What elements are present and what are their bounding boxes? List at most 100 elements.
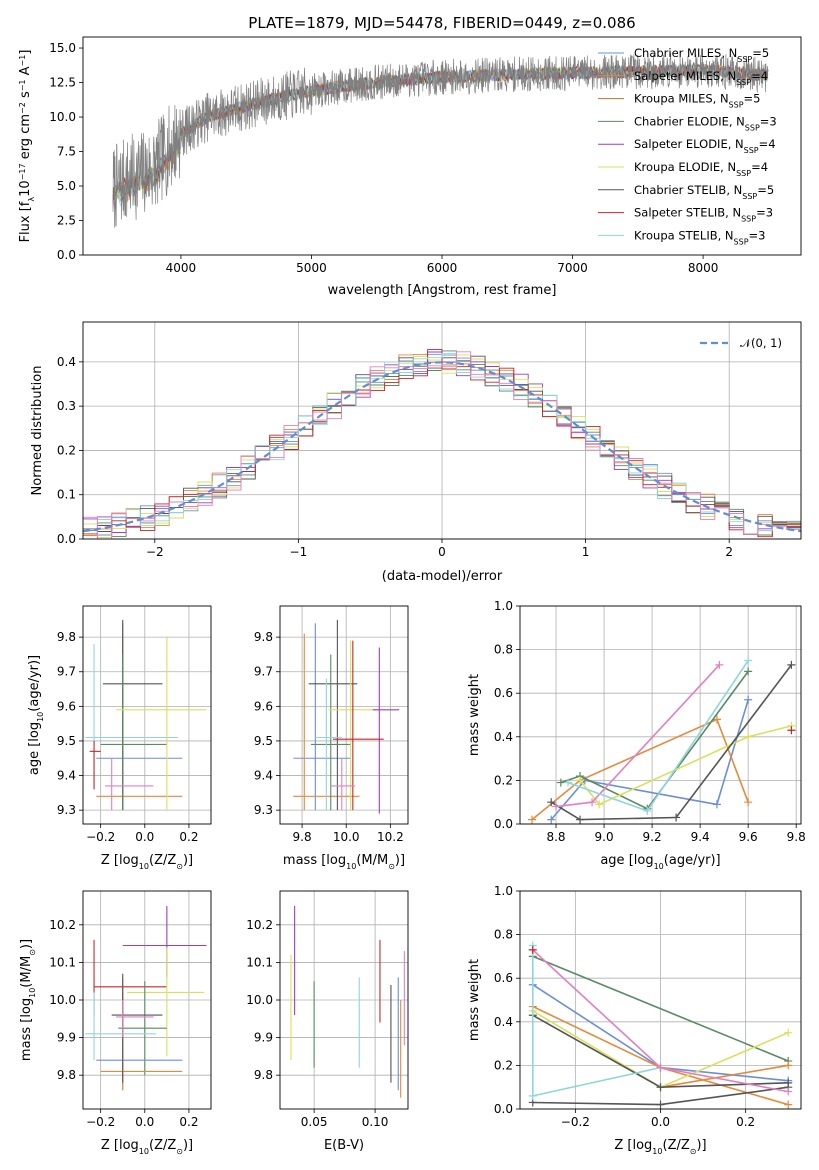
y-tick-label: 0.0 xyxy=(494,1102,513,1116)
y-tick-label: 9.9 xyxy=(57,1031,76,1045)
y-axis-label: age [log10(age/yr)] xyxy=(27,655,45,775)
point-marker xyxy=(556,778,565,787)
data-point xyxy=(118,981,167,1076)
weight-lines xyxy=(528,941,793,1109)
series xyxy=(528,945,537,954)
x-tick-label: 0.2 xyxy=(179,830,198,844)
series xyxy=(564,656,753,815)
y-tick-label: 0.4 xyxy=(494,1015,513,1029)
point-marker xyxy=(787,726,796,735)
point-marker xyxy=(547,815,556,824)
y-tick-label: 9.8 xyxy=(57,1068,76,1082)
x-tick-label: 0.0 xyxy=(135,1115,154,1129)
chart-title: PLATE=1879, MJD=54478, FIBERID=0449, z=0… xyxy=(248,14,635,32)
data-point xyxy=(372,647,400,814)
point-marker xyxy=(784,1087,793,1096)
x-tick-label: 7000 xyxy=(557,261,588,275)
legend-entry: Salpeter MILES, NSSP=4 xyxy=(634,69,768,87)
x-tick-label: 9.8 xyxy=(787,830,806,844)
data-point xyxy=(93,939,167,1016)
y-tick-label: 1.0 xyxy=(494,884,513,898)
y-tick-label: 9.6 xyxy=(254,699,273,713)
point-marker xyxy=(588,798,597,807)
axes-frame xyxy=(279,605,409,825)
error-bars xyxy=(85,906,207,1091)
point-marker xyxy=(595,800,604,809)
y-tick-label: 0.6 xyxy=(494,686,513,700)
legend-entry: Chabrier STELIB, NSSP=5 xyxy=(634,183,774,201)
spectrum-lines xyxy=(112,53,769,228)
x-axis-label: (data-model)/error xyxy=(382,569,503,584)
point-marker xyxy=(744,695,753,704)
y-tick-label: 0.2 xyxy=(494,1058,513,1072)
point-marker xyxy=(784,1028,793,1037)
data-point xyxy=(293,623,351,811)
series xyxy=(552,660,724,811)
x-tick-label: −0.2 xyxy=(561,1115,590,1129)
y-tick-label: 0.2 xyxy=(494,773,513,787)
axes-frame xyxy=(82,605,212,825)
axes-frame xyxy=(82,890,212,1110)
axes-spectrum: 4000 5000 6000 7000 8000 0.0 2.5 5.0 7.5 10.0 12.5… xyxy=(18,14,802,298)
y-tick-label: 9.5 xyxy=(57,734,76,748)
y-tick-label: 0.4 xyxy=(57,355,76,369)
x-tick-label: 4000 xyxy=(166,261,197,275)
x-tick-label: 9.0 xyxy=(595,830,614,844)
y-tick-label: 0.3 xyxy=(57,399,76,413)
y-tick-label: 15.0 xyxy=(49,41,76,55)
data-point xyxy=(105,758,154,811)
y-axis-label: mass weight xyxy=(467,674,482,756)
point-marker xyxy=(528,815,537,824)
x-tick-label: 0.2 xyxy=(179,1115,198,1129)
y-axis-label: mass weight xyxy=(467,959,482,1041)
x-tick-label: 9.2 xyxy=(643,830,662,844)
legend-entry: Kroupa MILES, NSSP=5 xyxy=(634,92,760,110)
axes-mass-weight-vs-Z: −0.2 0.0 0.2 0.0 0.2 0.4 0.6 0.8 1.0 mass weight Z… xyxy=(467,884,802,1156)
data-point xyxy=(85,992,156,1061)
series-line xyxy=(660,1064,789,1088)
x-tick-label: 9.6 xyxy=(739,830,758,844)
point-marker xyxy=(547,798,556,807)
x-tick-label: 10.2 xyxy=(377,830,404,844)
point-marker xyxy=(576,815,585,824)
y-tick-label: 7.5 xyxy=(57,145,76,159)
x-axis-label: age [log10(age/yr)] xyxy=(600,853,720,871)
y-tick-label: 10.0 xyxy=(49,993,76,1007)
x-axis-label: Z [log10(Z/Z⊙)] xyxy=(101,853,193,871)
data-point xyxy=(330,758,356,811)
x-tick-label: 0.0 xyxy=(135,830,154,844)
error-bars xyxy=(85,619,207,811)
y-tick-label: 2.5 xyxy=(57,214,76,228)
x-axis-label: wavelength [Angstrom, rest frame] xyxy=(328,283,557,298)
point-marker xyxy=(656,1100,665,1109)
point-marker xyxy=(744,798,753,807)
data-point xyxy=(332,640,384,811)
data-point xyxy=(89,740,101,790)
axes-mass-weight-vs-age: 8.8 9.0 9.2 9.4 9.6 9.8 0.0 0.2 0.4 0.6 0.8 1.0 mass… xyxy=(467,599,806,871)
axes-age-vs-Z: −0.2 0.0 0.2 9.3 9.4 9.5 9.6 9.7 9.8 Z [log10(Z/Z… xyxy=(27,605,212,871)
histogram-step xyxy=(83,349,801,539)
x-tick-label: 0.2 xyxy=(736,1115,755,1129)
histogram-step xyxy=(83,351,801,539)
y-tick-label: 10.2 xyxy=(49,918,76,932)
y-tick-label: 10.1 xyxy=(246,955,273,969)
x-tick-label: 1 xyxy=(582,545,590,559)
y-tick-label: 5.0 xyxy=(57,179,76,193)
series-line xyxy=(550,664,793,821)
y-tick-label: 10.1 xyxy=(49,955,76,969)
y-axis-label: Normed distribution xyxy=(30,366,45,496)
legend-entry: Kroupa ELODIE, NSSP=4 xyxy=(634,160,768,178)
y-tick-label: 0.2 xyxy=(57,443,76,457)
y-tick-label: 9.3 xyxy=(57,803,76,817)
x-tick-label: 8.8 xyxy=(546,830,565,844)
axes-frame xyxy=(82,321,802,540)
data-point xyxy=(100,654,167,811)
point-marker xyxy=(712,715,721,724)
y-tick-label: 1.0 xyxy=(494,599,513,613)
series-line xyxy=(579,725,792,806)
y-tick-label: 0.8 xyxy=(494,928,513,942)
series xyxy=(528,1063,665,1100)
y-axis-label: Flux [fλ10−17 erg cm−2 s−1 A−1] xyxy=(18,50,36,243)
point-marker xyxy=(528,1091,537,1100)
